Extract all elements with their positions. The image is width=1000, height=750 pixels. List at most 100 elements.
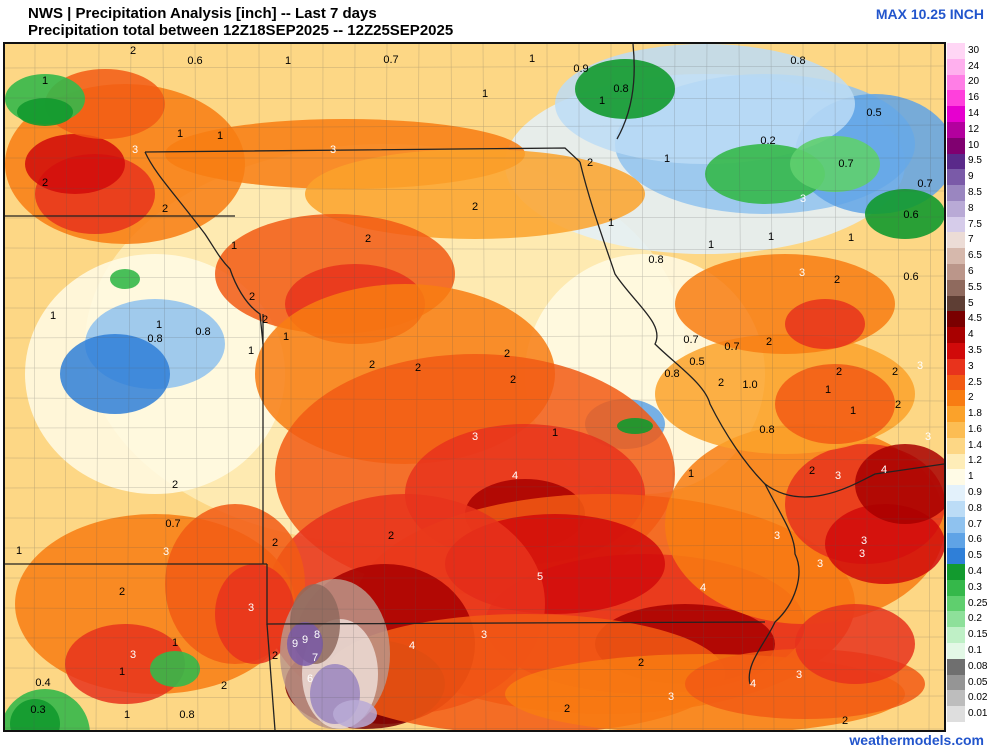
county-line <box>546 44 549 730</box>
legend-swatch <box>947 327 965 344</box>
county-line <box>450 44 456 730</box>
map-value-label: 3 <box>859 548 865 560</box>
county-line <box>33 44 36 730</box>
map-value-label: 1 <box>16 545 22 557</box>
map-value-label: 2 <box>472 201 478 213</box>
map-value-label: 2 <box>172 479 178 491</box>
map-value-label: 2 <box>119 586 125 598</box>
county-line <box>258 44 261 730</box>
map-value-label: 1 <box>599 95 605 107</box>
map-value-label: 6 <box>307 673 313 685</box>
map-value-label: 0.8 <box>179 709 194 721</box>
legend-swatch <box>947 643 965 660</box>
map-value-label: 2 <box>842 715 848 727</box>
legend-label: 3.5 <box>968 344 982 356</box>
precip-area <box>790 136 880 192</box>
map-value-label: 1 <box>50 310 56 322</box>
county-line <box>5 607 944 612</box>
state-border-il-in <box>616 44 635 140</box>
map-value-label: 0.6 <box>903 271 918 283</box>
precip-area <box>65 624 185 704</box>
map-value-label: 2 <box>638 657 644 669</box>
county-line <box>897 44 900 730</box>
legend-swatch <box>947 200 965 218</box>
county-line <box>383 44 388 730</box>
legend-label: 0.3 <box>968 581 982 593</box>
state-border-mississippi <box>579 161 800 685</box>
map-value-label: 2 <box>42 177 48 189</box>
legend-swatch <box>947 121 965 139</box>
legend-swatch <box>947 627 965 644</box>
map-value-label: 1 <box>664 153 670 165</box>
map-value-label: 0.8 <box>664 368 679 380</box>
county-line <box>5 695 944 699</box>
precip-area <box>17 98 73 126</box>
county-line <box>194 44 199 730</box>
legend-swatch <box>947 311 965 328</box>
map-value-label: 2 <box>162 203 168 215</box>
legend-swatch <box>947 548 965 565</box>
precip-area <box>305 149 645 239</box>
precip-area <box>333 700 377 728</box>
map-value-label: 5 <box>537 571 543 583</box>
map-value-label: 3 <box>796 669 802 681</box>
map-value-labels: 3 0.3 0.4 0.8 0.5 0.8 0.6 3 2 0.6 1 0.7 1 1 1 0.9 0.8 1 0.… <box>16 44 933 727</box>
map-value-label: 2 <box>272 537 278 549</box>
precip-area <box>110 269 140 289</box>
county-line <box>414 44 420 730</box>
legend-label: 0.8 <box>968 502 982 514</box>
legend-swatch <box>947 58 965 76</box>
map-value-label: 2 <box>130 45 136 57</box>
legend-swatch <box>947 374 965 391</box>
map-value-label: 3 <box>925 431 931 443</box>
legend-swatch <box>947 674 965 691</box>
map-value-label: 3 <box>130 649 136 661</box>
legend-swatch <box>947 264 965 281</box>
map-value-label: 4 <box>881 464 887 476</box>
county-line <box>802 44 806 730</box>
map-value-label: 1 <box>688 468 694 480</box>
map-value-label: 1 <box>231 240 237 252</box>
county-line <box>5 65 944 69</box>
legend-swatch <box>947 595 965 612</box>
map-value-label: 1 <box>119 666 125 678</box>
precipitation-map-svg: 3 0.3 0.4 0.8 0.5 0.8 0.6 3 2 0.6 1 0.7 1 1 1 0.9 0.8 1 0.… <box>5 44 944 730</box>
legend-swatch <box>947 437 965 455</box>
map-value-label: 1 <box>825 384 831 396</box>
legend-label: 1.6 <box>968 423 982 435</box>
precipitation-fields <box>5 44 944 730</box>
color-scale-legend <box>947 43 965 723</box>
county-line <box>834 44 837 730</box>
map-value-label: 2 <box>809 465 815 477</box>
map-value-label: 2 <box>834 274 840 286</box>
county-line <box>5 457 944 461</box>
map-value-label: 1 <box>848 232 854 244</box>
legend-label: 16 <box>968 92 980 104</box>
precip-area <box>617 418 653 434</box>
map-value-label: 3 <box>105 44 111 47</box>
map-value-label: 2 <box>510 374 516 386</box>
county-line <box>5 334 944 339</box>
legend-swatch <box>947 532 965 549</box>
map-value-label: 0.9 <box>573 63 588 75</box>
legend-swatch <box>947 611 965 628</box>
precip-area <box>150 651 200 687</box>
map-value-label: 0.3 <box>30 704 45 716</box>
map-value-label: 2 <box>272 650 278 662</box>
map-value-label: 0.2 <box>760 135 775 147</box>
county-line <box>5 124 944 129</box>
legend-label: 0.1 <box>968 644 982 656</box>
map-value-label: 2 <box>249 291 255 303</box>
county-line <box>671 44 676 730</box>
map-value-label: 2 <box>587 157 593 169</box>
legend-label: 1.4 <box>968 439 982 451</box>
map-value-label: 0.7 <box>917 178 932 190</box>
state-border-ok-ar <box>266 623 276 730</box>
source-credit: weathermodels.com <box>849 732 984 748</box>
legend-swatch <box>947 390 965 407</box>
map-value-label: 2 <box>892 366 898 378</box>
legend-label: 0.05 <box>968 676 988 688</box>
county-line <box>514 44 518 730</box>
map-value-label: 3 <box>799 267 805 279</box>
legend-label: 12 <box>968 123 980 135</box>
